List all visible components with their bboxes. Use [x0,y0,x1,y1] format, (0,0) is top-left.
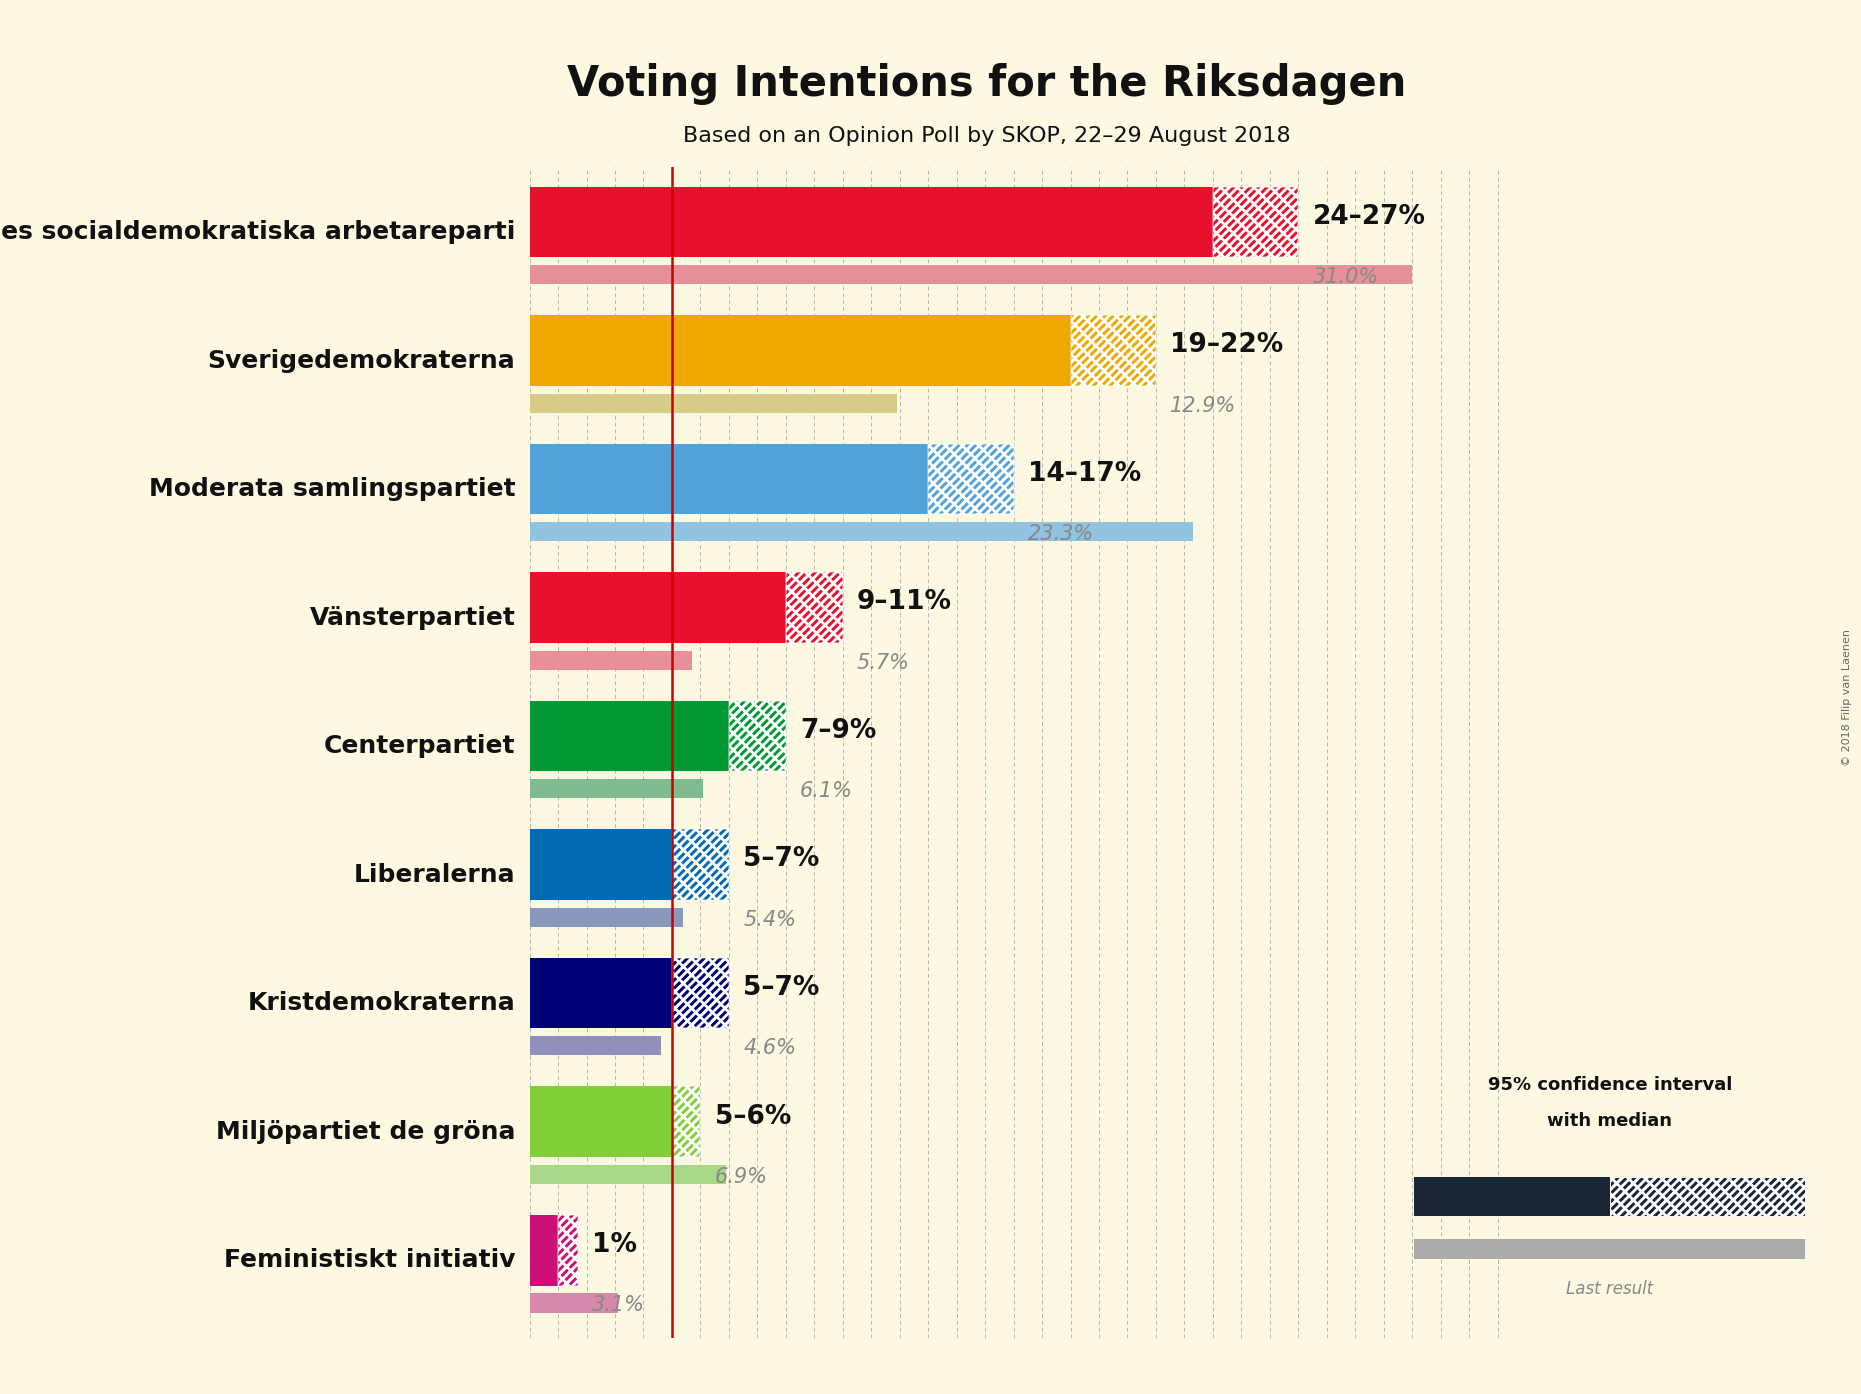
Bar [730,701,785,771]
Bar [530,315,1070,386]
Text: 3.1%: 3.1% [592,1295,646,1316]
Text: 6.9%: 6.9% [715,1167,769,1186]
Text: Last result: Last result [1567,1280,1653,1298]
Bar [530,1086,672,1157]
Bar [730,701,785,771]
Bar [785,572,843,643]
Bar [530,829,672,901]
Bar [530,701,730,771]
Text: 1%: 1% [592,1232,636,1257]
Bar [558,1214,579,1285]
Bar [1414,1177,1610,1216]
Bar [530,265,1412,284]
Text: 19–22%: 19–22% [1171,332,1284,358]
Bar [530,1214,558,1285]
Bar [672,1086,700,1157]
Bar [530,393,897,413]
Bar [530,958,672,1029]
Bar [929,443,1014,514]
Bar [530,572,785,643]
Text: Vänsterpartiet: Vänsterpartiet [309,606,515,630]
Bar [672,829,730,901]
Bar [530,1036,661,1055]
Text: 95% confidence interval: 95% confidence interval [1487,1076,1733,1094]
Text: 5–6%: 5–6% [715,1104,791,1129]
Bar [558,1214,579,1285]
Bar [530,651,692,671]
Text: 6.1%: 6.1% [800,781,852,802]
Text: 7–9%: 7–9% [800,718,877,744]
Bar [530,443,929,514]
Bar [785,572,843,643]
Text: Voting Intentions for the Riksdagen: Voting Intentions for the Riksdagen [566,63,1407,105]
Text: Sverigedemokraterna: Sverigedemokraterna [208,348,515,372]
Bar [672,958,730,1029]
Text: 4.6%: 4.6% [743,1039,797,1058]
Bar [1610,1177,1805,1216]
Text: Feministiskt initiativ: Feministiskt initiativ [223,1249,515,1273]
Text: Moderata samlingspartiet: Moderata samlingspartiet [149,477,515,502]
Text: Sveriges socialdemokratiska arbetareparti: Sveriges socialdemokratiska arbetarepart… [0,220,515,244]
Bar [672,1086,700,1157]
Text: Liberalerna: Liberalerna [354,863,515,887]
Bar [1070,315,1156,386]
Bar [530,1294,618,1313]
Bar [530,907,683,927]
Text: 5–7%: 5–7% [743,974,819,1001]
Text: 5.4%: 5.4% [743,910,797,930]
Bar [672,829,730,901]
Bar [530,187,1213,258]
Bar [672,958,730,1029]
Text: Miljöpartiet de gröna: Miljöpartiet de gröna [216,1119,515,1144]
Text: with median: with median [1546,1112,1673,1131]
Bar [1070,315,1156,386]
Bar [1610,1177,1805,1216]
Bar [929,443,1014,514]
Bar [530,779,703,799]
Text: 12.9%: 12.9% [1171,396,1236,415]
Text: 9–11%: 9–11% [858,590,953,615]
Text: © 2018 Filip van Laenen: © 2018 Filip van Laenen [1842,629,1852,765]
Text: Centerpartiet: Centerpartiet [324,735,515,758]
Text: 5–7%: 5–7% [743,846,819,873]
Text: 31.0%: 31.0% [1312,268,1379,287]
Text: 5.7%: 5.7% [858,652,910,673]
Bar [1213,187,1299,258]
Text: Based on an Opinion Poll by SKOP, 22–29 August 2018: Based on an Opinion Poll by SKOP, 22–29 … [683,127,1290,146]
Bar [530,1165,726,1184]
Bar [1213,187,1299,258]
Text: 24–27%: 24–27% [1312,204,1426,230]
Text: 14–17%: 14–17% [1027,461,1141,487]
Text: 23.3%: 23.3% [1027,524,1094,544]
Bar [1414,1239,1805,1259]
Text: Kristdemokraterna: Kristdemokraterna [248,991,515,1015]
Bar [530,521,1193,541]
